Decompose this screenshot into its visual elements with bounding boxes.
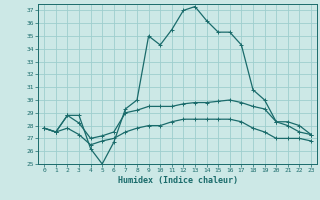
X-axis label: Humidex (Indice chaleur): Humidex (Indice chaleur) [118, 176, 238, 185]
